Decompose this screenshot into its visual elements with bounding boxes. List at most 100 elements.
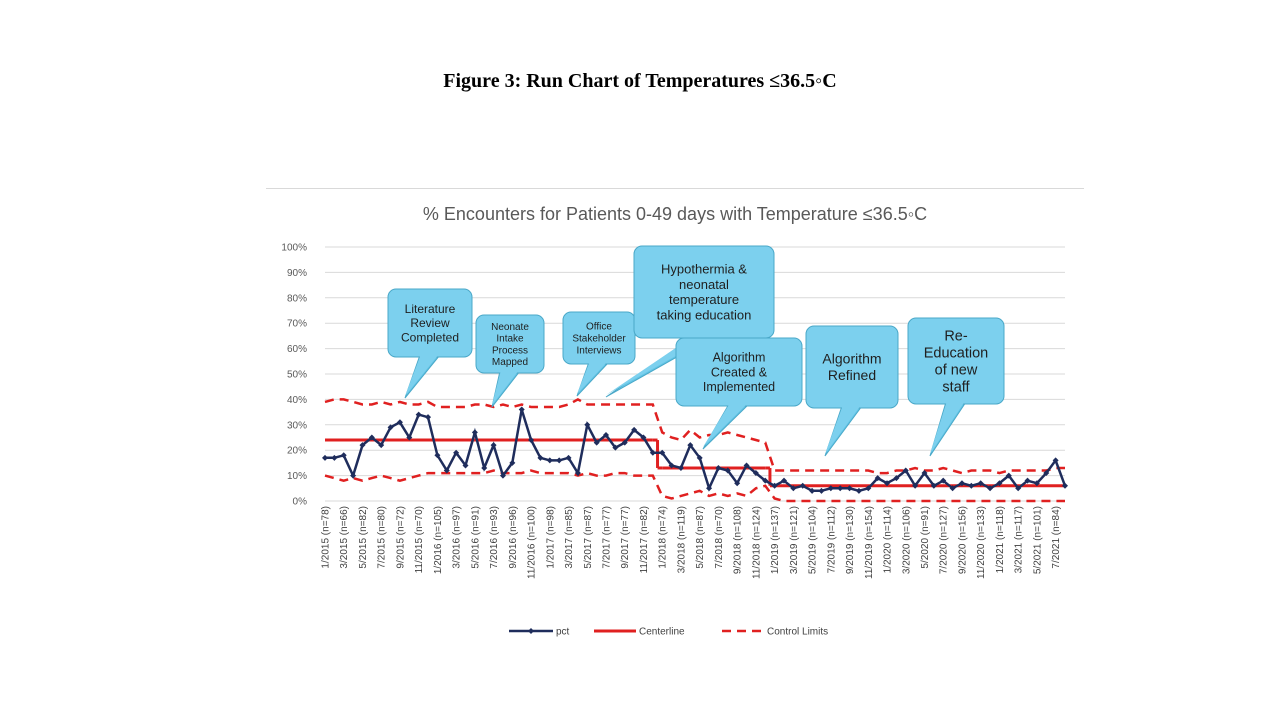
y-tick-label: 70% — [287, 319, 307, 330]
pct-data-point — [481, 464, 488, 471]
upper-control-limit-line — [324, 397, 1065, 475]
callout-text: taking education — [657, 308, 752, 323]
pct-data-point — [612, 444, 619, 451]
pct-data-point — [958, 480, 965, 487]
x-tick-label: 11/2015 (n=70) — [414, 506, 425, 573]
x-tick-label: 1/2019 (n=137) — [770, 506, 781, 574]
pct-data-point — [818, 487, 825, 494]
pct-data-point — [396, 419, 403, 426]
pct-data-point — [574, 470, 581, 477]
pct-data-point — [322, 454, 328, 461]
x-tick-label: 7/2018 (n=70) — [714, 506, 725, 569]
x-tick-label: 11/2018 (n=124) — [751, 506, 762, 579]
pct-data-point — [471, 429, 478, 436]
y-tick-label: 30% — [287, 420, 307, 431]
callout-text: of new — [935, 363, 978, 379]
x-tick-label: 9/2020 (n=156) — [957, 506, 968, 574]
callout-text: Refined — [828, 367, 876, 383]
y-tick-label: 80% — [287, 293, 307, 304]
callout-pointer-fill — [930, 401, 965, 454]
x-tick-label: 11/2017 (n=82) — [639, 506, 650, 573]
pct-data-point — [1024, 477, 1031, 484]
callout-text: Education — [924, 346, 989, 362]
callout-text: Algorithm — [822, 351, 881, 367]
pct-data-point — [902, 467, 909, 474]
pct-data-point — [621, 439, 628, 446]
callout-text: Implemented — [703, 380, 775, 394]
legend-pct-marker — [528, 628, 534, 634]
callout-text: Review — [410, 316, 450, 330]
pct-data-point — [331, 454, 338, 461]
pct-data-point — [378, 442, 385, 449]
y-tick-label: 90% — [287, 268, 307, 279]
callout-text: Re- — [944, 328, 968, 344]
legend-control-limits-label: Control Limits — [767, 627, 828, 638]
pct-data-point — [649, 449, 656, 456]
pct-data-point — [368, 434, 375, 441]
x-tick-label: 3/2017 (n=85) — [564, 506, 575, 569]
x-tick-label: 7/2021 (n=84) — [1051, 506, 1062, 569]
x-tick-label: 5/2015 (n=82) — [358, 506, 369, 569]
callout-text: Mapped — [492, 357, 528, 368]
pct-data-point — [762, 477, 769, 484]
callout-text: temperature — [669, 292, 739, 307]
pct-data-point — [434, 452, 441, 459]
figure-title: Figure 3: Run Chart of Temperatures ≤36.… — [443, 70, 837, 92]
callout-text: Algorithm — [713, 351, 766, 365]
x-tick-label: 3/2016 (n=97) — [452, 506, 463, 569]
pct-data-point — [593, 439, 600, 446]
pct-data-point — [556, 457, 563, 464]
pct-data-point — [509, 459, 516, 466]
x-tick-label: 9/2017 (n=77) — [620, 506, 631, 569]
callout-pointer-fill — [492, 370, 519, 405]
pct-data-point — [528, 437, 535, 444]
pct-data-point — [752, 470, 759, 477]
y-tick-label: 20% — [287, 446, 307, 457]
pct-data-point — [640, 434, 647, 441]
callout-pointer-fill — [703, 403, 748, 447]
pct-data-point — [1062, 482, 1068, 489]
pct-data-point — [1033, 480, 1040, 487]
x-tick-label: 7/2020 (n=127) — [939, 506, 950, 574]
pct-data-point — [453, 449, 460, 456]
pct-data-point — [706, 485, 713, 492]
callout-text: Created & — [711, 365, 768, 379]
x-tick-label: 9/2016 (n=96) — [508, 506, 519, 569]
pct-data-point — [874, 475, 881, 482]
x-tick-label: 9/2015 (n=72) — [395, 506, 406, 569]
pct-data-point — [406, 434, 413, 441]
pct-data-point — [631, 426, 638, 433]
pct-data-point — [987, 485, 994, 492]
chart-top-border — [266, 188, 1084, 189]
lower-control-limit-line — [324, 469, 1065, 503]
x-tick-label: 5/2017 (n=87) — [583, 506, 594, 569]
x-tick-label: 11/2020 (n=133) — [976, 506, 987, 579]
x-tick-label: 7/2017 (n=77) — [602, 506, 613, 569]
callout-text: Intake — [496, 334, 524, 345]
x-tick-label: 1/2015 (n=78) — [321, 506, 332, 569]
pct-data-point — [855, 487, 862, 494]
x-tick-label: 1/2020 (n=114) — [883, 506, 894, 573]
pct-data-point — [687, 442, 694, 449]
pct-data-point — [930, 482, 937, 489]
pct-data-point — [780, 477, 787, 484]
x-tick-label: 3/2018 (n=119) — [676, 506, 687, 573]
legend-pct-label: pct — [556, 627, 570, 638]
pct-data-point — [724, 467, 731, 474]
pct-data-point — [921, 470, 928, 477]
callout-text: Office — [586, 322, 612, 333]
pct-data-point — [734, 480, 741, 487]
pct-data-point — [340, 452, 347, 459]
pct-data-point — [584, 421, 591, 428]
x-tick-label: 1/2018 (n=74) — [658, 506, 669, 569]
pct-data-point — [715, 464, 722, 471]
y-tick-label: 0% — [293, 497, 308, 508]
pct-data-point — [359, 442, 366, 449]
pct-data-point — [668, 462, 675, 469]
y-tick-label: 10% — [287, 471, 307, 482]
callout-text: Stakeholder — [572, 334, 626, 345]
y-tick-label: 100% — [281, 243, 307, 254]
pct-data-point — [743, 462, 750, 469]
chart-title: % Encounters for Patients 0-49 days with… — [422, 204, 928, 224]
pct-data-point — [799, 482, 806, 489]
